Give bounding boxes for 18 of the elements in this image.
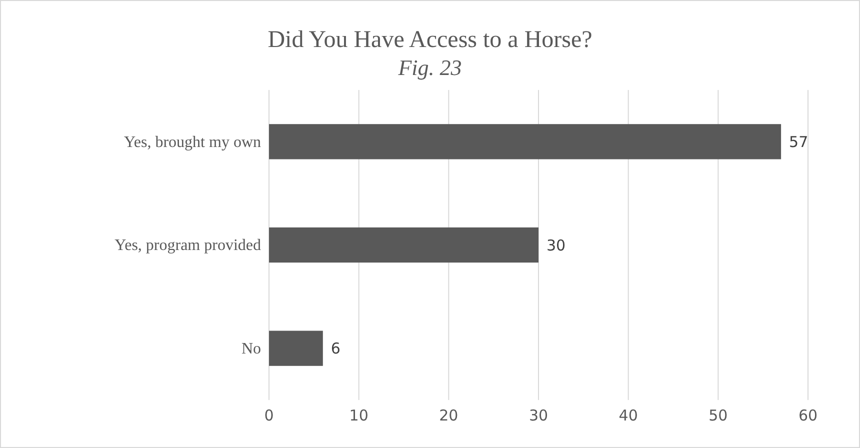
data-label: 6	[330, 340, 340, 358]
bar	[269, 330, 323, 366]
y-tick-label: Yes, program provided	[114, 237, 261, 254]
x-tick-label: 30	[528, 406, 548, 425]
x-tick-label: 20	[439, 406, 458, 425]
y-tick-label: Yes, brought my own	[124, 134, 261, 151]
bar	[269, 227, 538, 263]
x-tick-label: 50	[708, 406, 728, 425]
data-label: 30	[546, 236, 566, 254]
x-tick-label: 0	[264, 406, 274, 425]
chart-title: Did You Have Access to a Horse?	[268, 27, 592, 53]
x-tick-label: 40	[618, 406, 638, 425]
data-label: 57	[789, 132, 808, 151]
chart-subtitle: Fig. 23	[397, 55, 462, 80]
x-tick-label: 10	[349, 406, 368, 425]
y-tick-label: No	[241, 340, 261, 358]
x-tick-label: 60	[798, 406, 818, 425]
bar	[269, 124, 782, 160]
